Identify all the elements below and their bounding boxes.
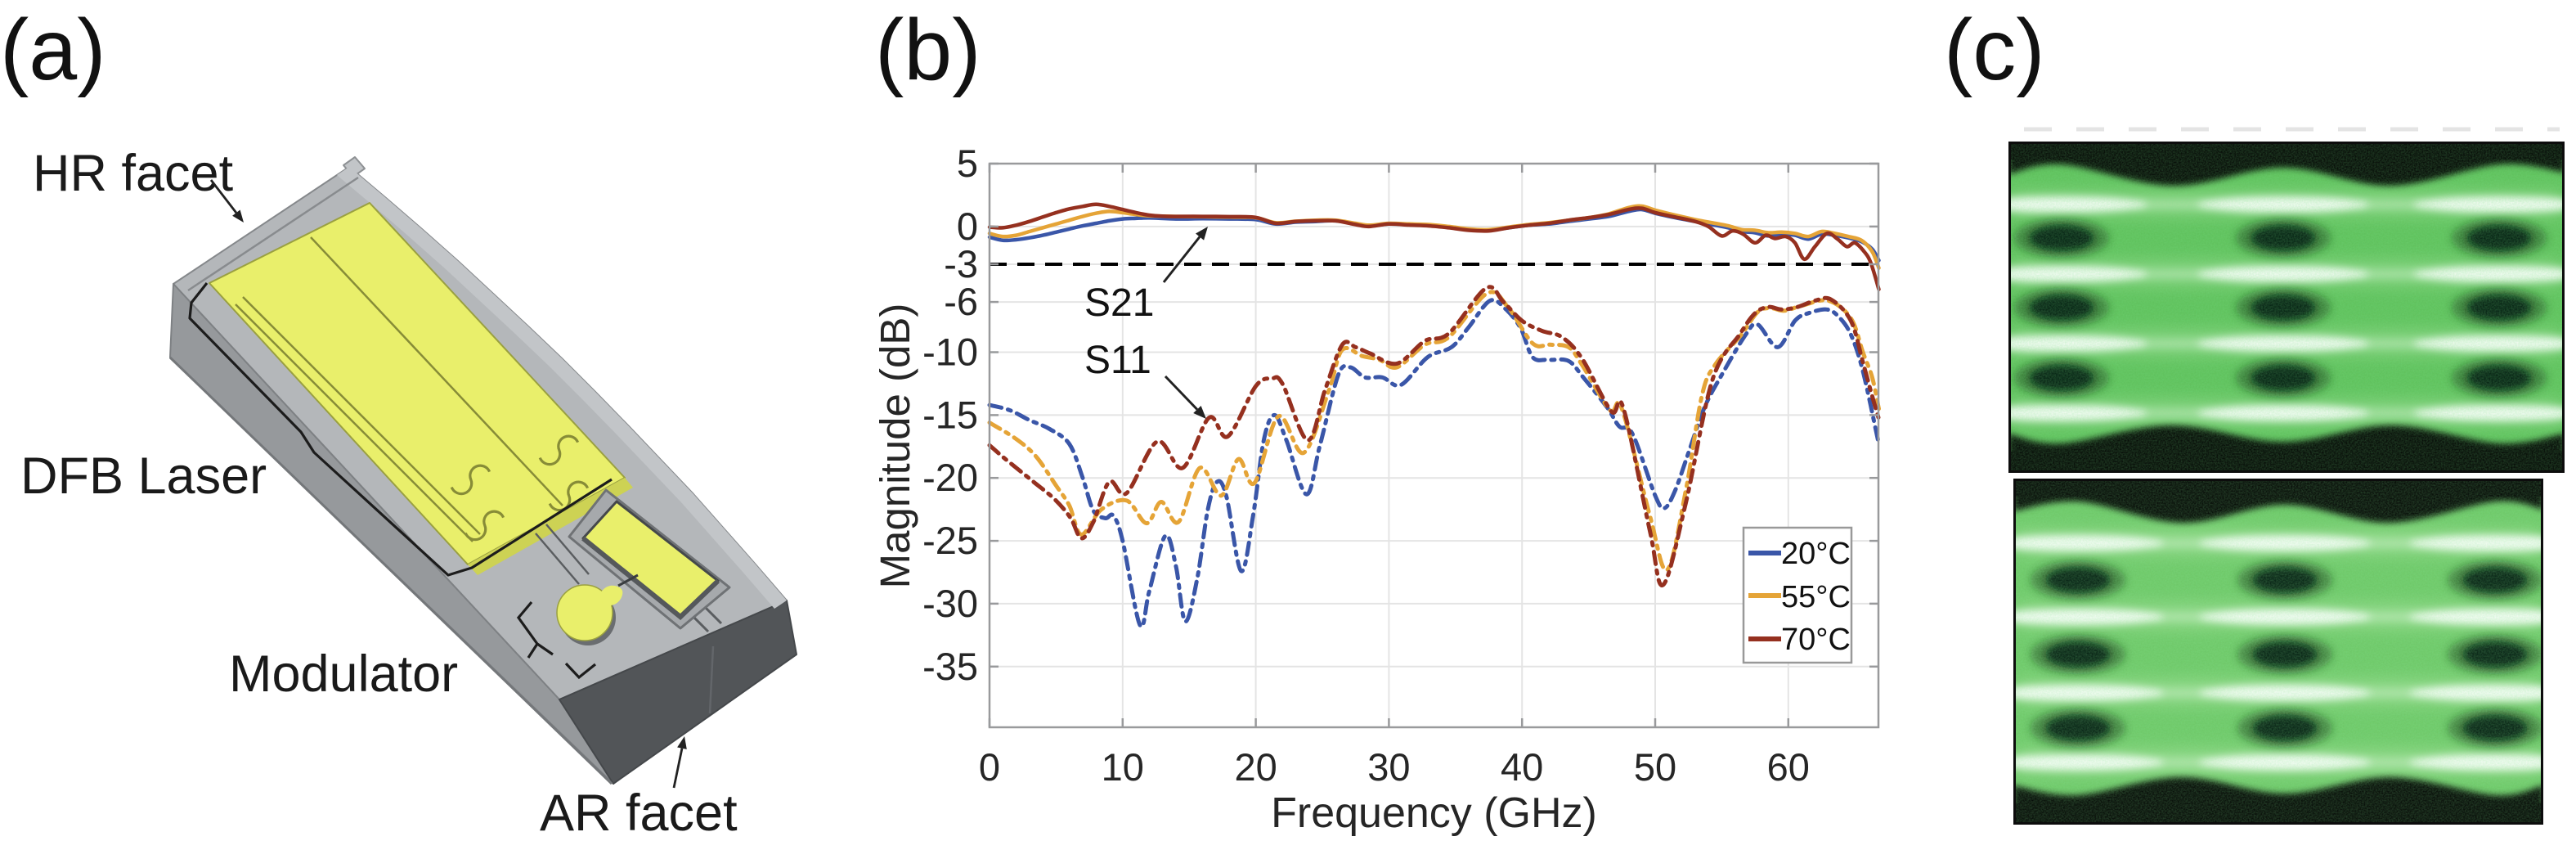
svg-text:50: 50 [1634,745,1676,789]
svg-text:10: 10 [1102,745,1144,789]
svg-text:Modulator: Modulator [229,645,458,703]
svg-text:(c): (c) [1944,2,2045,98]
svg-text:70°C: 70°C [1781,623,1851,657]
svg-text:30: 30 [1367,745,1410,789]
svg-text:-10: -10 [922,331,978,374]
svg-text:S21: S21 [1084,281,1154,325]
svg-text:HR facet: HR facet [33,145,234,202]
svg-text:-20: -20 [922,456,978,499]
svg-text:(a): (a) [0,2,106,98]
svg-text:-3: -3 [944,242,978,286]
svg-text:60: 60 [1767,745,1810,789]
svg-text:-6: -6 [944,280,978,323]
svg-text:Magnitude (dB): Magnitude (dB) [872,304,918,589]
svg-text:5: 5 [957,142,978,185]
svg-text:AR facet: AR facet [540,785,738,842]
svg-text:40: 40 [1501,745,1543,789]
svg-text:20: 20 [1234,745,1277,789]
svg-text:0: 0 [957,205,978,248]
svg-text:55°C: 55°C [1781,580,1851,614]
svg-text:S11: S11 [1084,339,1151,382]
svg-text:-35: -35 [922,645,978,688]
svg-text:-30: -30 [922,582,978,625]
svg-text:-15: -15 [922,393,978,436]
svg-text:20°C: 20°C [1781,537,1851,571]
svg-text:Frequency (GHz): Frequency (GHz) [1271,789,1597,837]
svg-text:0: 0 [979,745,1000,789]
svg-text:(b): (b) [875,2,981,98]
svg-text:-25: -25 [922,519,978,562]
svg-text:DFB Laser: DFB Laser [20,447,267,505]
